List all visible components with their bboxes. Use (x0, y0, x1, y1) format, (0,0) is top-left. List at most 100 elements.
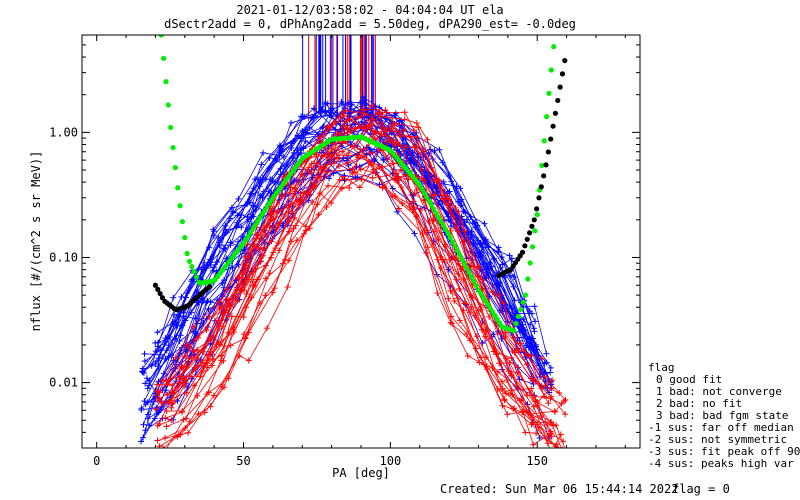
blue-series-path (157, 102, 542, 387)
green-fit-dot (182, 234, 188, 241)
y-tick-label: 1.00 (49, 125, 78, 139)
black-fit-dot (557, 84, 563, 90)
red-series-path (168, 104, 566, 403)
chart-title-line1: 2021-01-12/03:58:02 - 04:04:04 UT ela (236, 3, 503, 17)
green-fit-dot (450, 239, 456, 245)
legend-entry-1: 1 bad: not converge (656, 385, 782, 398)
black-fit-dot (552, 110, 559, 116)
y-axis: 0.01 0.10 1.00 (49, 34, 640, 449)
green-fit-dot (515, 313, 522, 320)
red-series-line (160, 154, 560, 448)
red-series-path (157, 110, 552, 403)
x-axis: 0 50 100 150 (93, 35, 626, 468)
red-series-path (163, 156, 557, 448)
black-fit-dot (555, 97, 561, 104)
green-fit-dot (426, 198, 432, 204)
green-fit-dot (438, 218, 444, 224)
green-fit-dot (193, 274, 200, 280)
green-fit-dot (447, 235, 453, 241)
red-series-path (159, 108, 560, 394)
black-fit-dot (206, 284, 213, 290)
green-fit-dot (551, 44, 557, 50)
black-fit-dot (536, 195, 542, 201)
black-fit-dot (541, 173, 547, 179)
green-fit-dot (428, 202, 435, 208)
black-fit-dot (543, 162, 549, 168)
black-fit-dot (531, 217, 537, 223)
series-layer (138, 35, 569, 448)
green-fit-dot (165, 102, 171, 108)
legend-entry-0: 0 good fit (656, 373, 722, 386)
black-fit-dot (519, 249, 526, 255)
footer-flag: flag = 0 (672, 482, 730, 496)
black-fit-dot (550, 123, 556, 129)
green-fit-dot (158, 35, 164, 38)
green-fit-dot (442, 226, 449, 232)
green-fit-dot (417, 182, 423, 188)
green-fit-dot (539, 162, 545, 169)
green-fit-dot (534, 212, 540, 218)
legend-entry-4: -1 sus: far off median (648, 421, 794, 434)
green-fit-dot (513, 320, 519, 327)
x-tick-label: 0 (93, 454, 100, 468)
black-fit-curve (496, 57, 568, 278)
green-fit-dot (529, 244, 536, 250)
green-fit-dot (424, 194, 430, 200)
green-fit-dot (468, 274, 475, 280)
green-fit-dot (471, 278, 477, 284)
legend-entry-7: -4 sus: peaks high var (648, 457, 794, 470)
green-fit-dot (520, 299, 526, 305)
legend: flag 0 good fit 1 bad: not converge 2 ba… (648, 361, 800, 470)
green-fit-dot (170, 144, 176, 151)
red-series-line (156, 145, 554, 448)
green-fit-dot (431, 206, 437, 212)
black-fit-dot (522, 243, 528, 249)
red-series-path (166, 130, 566, 427)
green-fit-dot (168, 124, 174, 131)
green-fit-dot (419, 186, 425, 192)
green-fit-dot (518, 306, 524, 312)
black-fit-curve (152, 282, 213, 313)
green-fit-dot (440, 222, 446, 228)
black-fit-dot (559, 71, 566, 77)
green-fit-dot (435, 214, 442, 220)
red-series-line (156, 169, 562, 448)
green-fit-dot (452, 243, 458, 249)
black-fit-dot (545, 149, 551, 155)
black-fit-dot (538, 184, 544, 190)
black-fit-dot (562, 57, 568, 64)
green-fit-dot (464, 265, 470, 271)
green-fit-dot (177, 203, 183, 209)
black-fit-dot (534, 206, 540, 212)
red-series-path (159, 171, 562, 448)
green-fit-dot (457, 252, 463, 258)
red-series-line (154, 152, 555, 440)
blue-series-path (142, 101, 552, 385)
green-fit-dot (546, 90, 552, 96)
red-series-path (165, 133, 551, 423)
green-fit-dot (186, 258, 193, 264)
red-series-path (171, 141, 556, 447)
green-fit-dot (445, 230, 451, 237)
green-fit-dot (522, 292, 529, 298)
green-fit-dot (163, 79, 169, 85)
green-fit-dot (473, 282, 479, 289)
black-fit-dot (548, 136, 554, 142)
black-fit-dot (529, 223, 535, 229)
green-fit-dot (461, 261, 467, 267)
green-fit-dot (184, 250, 190, 257)
green-fit-dot (175, 185, 181, 191)
blue-series-path (147, 104, 532, 389)
green-fit-dot (161, 55, 167, 61)
green-fit-dot (172, 165, 178, 171)
green-fit-dot (466, 269, 472, 276)
green-fit-dot (189, 263, 195, 270)
green-fit-dot (541, 138, 547, 144)
red-series-path (157, 155, 552, 437)
chart-title-line2: dSectr2add = 0, dPhAng2add = 5.50deg, dP… (164, 17, 576, 31)
legend-entry-2: 2 bad: no fit (656, 397, 742, 410)
black-fit-dot (524, 236, 530, 242)
black-fit-dot (155, 286, 161, 292)
y-tick-label: 0.10 (49, 250, 78, 264)
